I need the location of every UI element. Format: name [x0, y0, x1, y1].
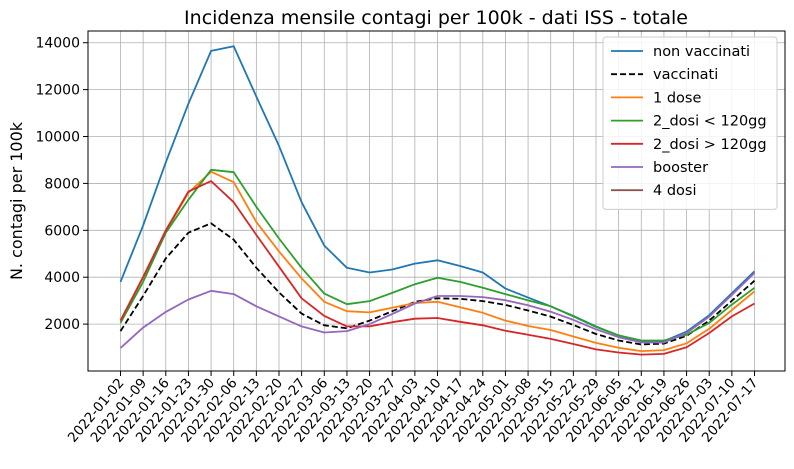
axes: 2022-01-022022-01-092022-01-162022-01-23…	[35, 36, 761, 446]
y-tick-label: 4000	[44, 270, 80, 286]
y-tick-label: 14000	[35, 36, 80, 52]
series-line-2-dosi-120gg	[119, 180, 755, 356]
legend-label: 4 dosi	[653, 183, 697, 199]
y-tick-label: 2000	[44, 317, 80, 333]
legend-box	[602, 36, 778, 210]
y-tick-label: 10000	[35, 130, 80, 146]
legend-label: non vaccinati	[653, 44, 750, 60]
legend-label: 2_dosi > 120gg	[653, 137, 767, 153]
plot-frame	[87, 30, 786, 372]
y-tick-label: 12000	[35, 83, 80, 99]
legend-label: 1 dose	[653, 90, 701, 106]
legend: non vaccinati vaccinati 1 dose 2_dosi < 120…	[602, 36, 778, 210]
series-line-2-dosi-120gg	[119, 168, 756, 342]
plot-lines	[119, 45, 756, 356]
series-line-vaccinati	[119, 222, 756, 346]
legend-label: 2_dosi < 120gg	[653, 114, 767, 130]
legend-label: booster	[653, 160, 708, 176]
legend-label: vaccinati	[653, 67, 718, 83]
y-tick-label: 6000	[44, 223, 80, 239]
chart-title: Incidenza mensile contagi per 100k - dat…	[184, 7, 688, 29]
y-tick-label: 8000	[44, 176, 80, 192]
y-axis-label: N. contagi per 100k	[7, 121, 26, 280]
series-line-1-dose	[119, 170, 756, 353]
series-line-booster	[119, 272, 756, 349]
